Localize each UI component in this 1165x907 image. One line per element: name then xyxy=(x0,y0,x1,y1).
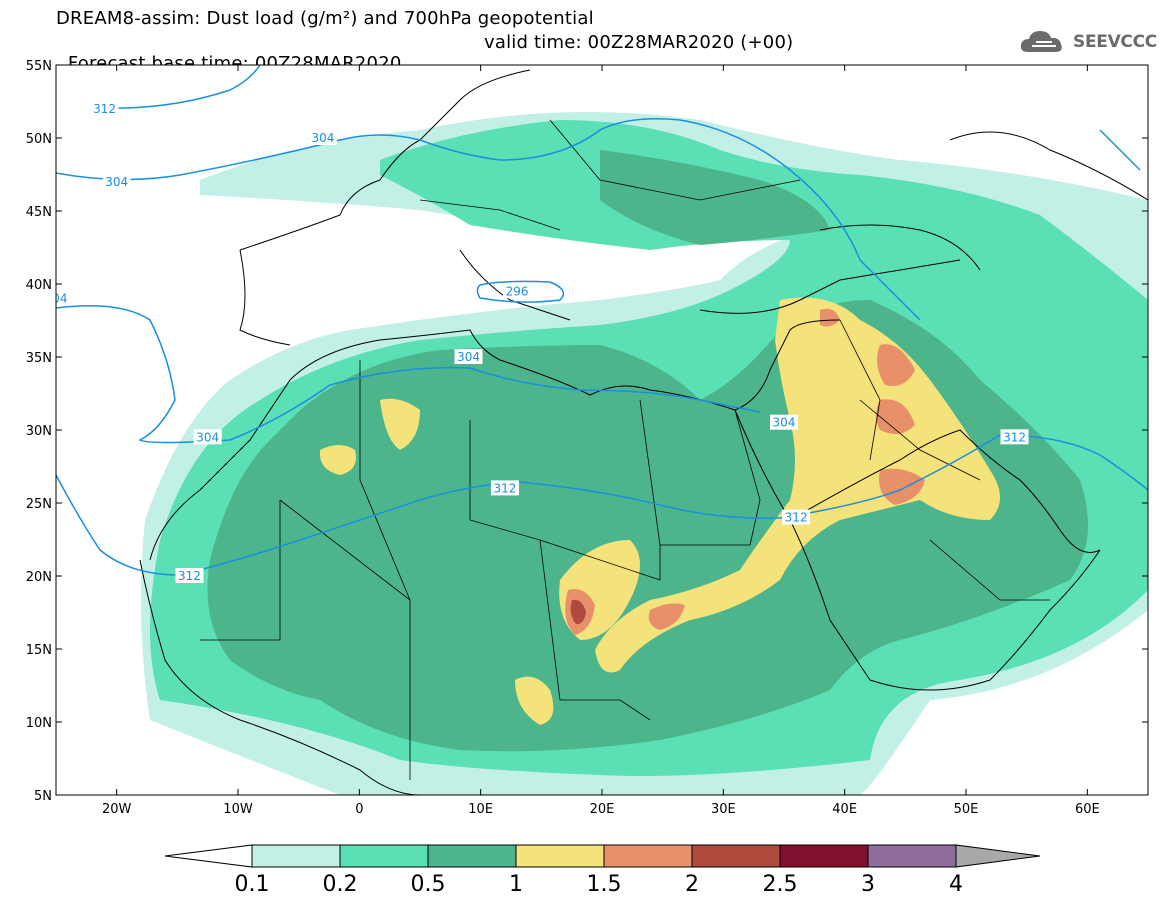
contour-label: 304 xyxy=(105,175,128,189)
contour-label-bg xyxy=(308,130,337,145)
lon-tick-label: 20E xyxy=(590,802,615,817)
longitude-axis: 20W 10W 0 10E 20E 30E 40E 50E 60E xyxy=(102,65,1100,817)
contour-label: 312 xyxy=(178,569,201,583)
contour-label-bg xyxy=(175,568,204,583)
map-title: DREAM8-assim: Dust load (g/m²) and 700hP… xyxy=(56,8,594,29)
colorbar-level-label: 3 xyxy=(861,872,875,897)
lat-tick-label: 55N xyxy=(26,59,52,74)
colorbar-level-label: 0.2 xyxy=(323,872,358,897)
colorbar-segment xyxy=(427,844,517,868)
contour-label-bg xyxy=(503,283,532,299)
colorbar: 0.1 0.2 0.5 1 1.5 2 2.5 3 4 xyxy=(164,844,1041,897)
colorbar-level-label: 2.5 xyxy=(763,872,798,897)
contour-label-bg xyxy=(782,509,811,525)
contour-label-bg xyxy=(454,349,483,364)
colorbar-segment xyxy=(867,844,957,868)
seevccc-logo: SEEVCCC xyxy=(1018,26,1158,60)
lat-tick-label: 40N xyxy=(26,278,52,293)
lat-tick-label: 15N xyxy=(26,643,52,658)
lon-tick-label: 30E xyxy=(711,802,736,817)
contour-label-bg xyxy=(90,100,119,116)
contour-label-bg xyxy=(1000,429,1029,445)
colorbar-segment xyxy=(339,844,429,868)
latitude-axis: 55N 50N 45N 40N 35N 30N 25N 20N 15N 10N 5N xyxy=(26,59,1148,804)
country-borders xyxy=(200,119,1050,780)
lon-tick-label: 50E xyxy=(954,802,979,817)
lon-tick-label: 60E xyxy=(1075,802,1100,817)
contour-label-bg xyxy=(56,290,70,306)
lat-tick-label: 35N xyxy=(26,351,52,366)
colorbar-segment xyxy=(691,844,781,868)
lon-tick-label: 10W xyxy=(223,802,253,817)
colorbar-level-label: 1 xyxy=(509,872,523,897)
contour-label: 312 xyxy=(493,481,516,495)
lat-tick-label: 45N xyxy=(26,205,52,220)
contour-labels: 312 304 304 304 296 304 304 304 312 312 312 312 xyxy=(45,100,1029,583)
contour-label: 296 xyxy=(506,284,529,298)
contour-label-bg xyxy=(490,480,519,496)
colorbar-level-label: 2 xyxy=(685,872,699,897)
contour-label: 304 xyxy=(196,430,219,444)
contour-label: 312 xyxy=(93,102,116,116)
colorbar-level-label: 0.1 xyxy=(235,872,270,897)
lat-tick-label: 25N xyxy=(26,497,52,512)
contour-label: 304 xyxy=(45,292,68,306)
lat-tick-label: 30N xyxy=(26,424,52,439)
contour-label: 312 xyxy=(1003,430,1026,444)
colorbar-under-triangle xyxy=(164,844,253,868)
colorbar-segment xyxy=(515,844,605,868)
lat-tick-label: 20N xyxy=(26,570,52,585)
contour-label-bg xyxy=(102,173,131,189)
colorbar-segment xyxy=(603,844,693,868)
contour-label-bg xyxy=(193,429,222,445)
lon-tick-label: 0 xyxy=(355,802,363,817)
lon-tick-label: 40E xyxy=(832,802,857,817)
coastlines xyxy=(139,69,1148,795)
colorbar-segment xyxy=(779,844,869,868)
colorbar-level-label: 1.5 xyxy=(587,872,622,897)
lat-tick-label: 5N xyxy=(34,789,52,804)
valid-time-label: valid time: 00Z28MAR2020 (+00) xyxy=(484,32,794,53)
logo-text: SEEVCCC xyxy=(1073,32,1157,52)
contour-label-bg xyxy=(770,414,798,430)
dust-load-fields xyxy=(141,112,1148,795)
contour-label: 304 xyxy=(457,350,480,364)
colorbar-segment xyxy=(251,844,341,868)
contour-label: 312 xyxy=(785,511,808,525)
colorbar-level-label: 4 xyxy=(949,872,963,897)
colorbar-level-label: 0.5 xyxy=(411,872,446,897)
map-area: 312 304 304 304 296 304 304 304 312 312 312 312 xyxy=(45,65,1148,795)
contour-label: 304 xyxy=(311,131,334,145)
contour-label: 304 xyxy=(773,416,796,430)
lat-tick-label: 10N xyxy=(26,716,52,731)
cloud-icon xyxy=(1020,31,1062,52)
lon-tick-label: 10E xyxy=(468,802,493,817)
colorbar-over-triangle xyxy=(955,844,1041,868)
lon-tick-label: 20W xyxy=(102,802,132,817)
lat-tick-label: 50N xyxy=(26,132,52,147)
